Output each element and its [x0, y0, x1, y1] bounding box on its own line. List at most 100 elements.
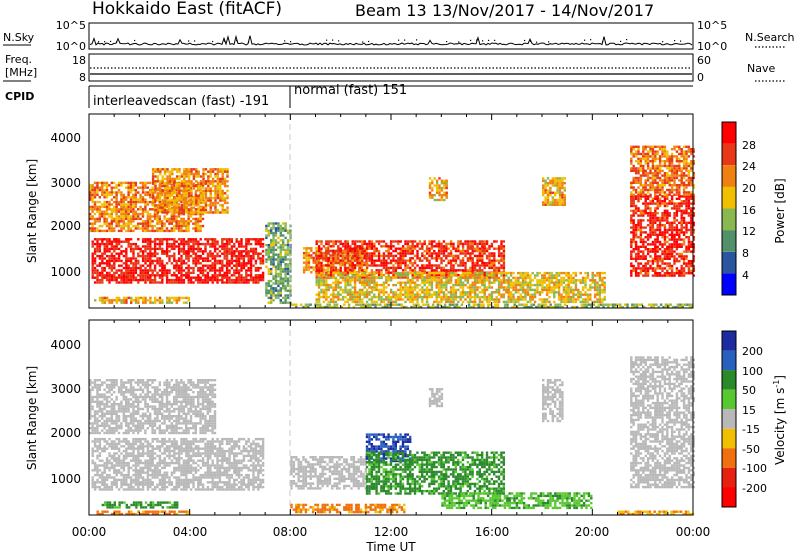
power-cell [151, 271, 154, 275]
power-cell [574, 298, 578, 301]
power-cell [122, 276, 126, 279]
power-cell [96, 269, 99, 272]
power-cell [110, 269, 114, 272]
power-cell [168, 194, 172, 197]
power-cell [170, 245, 174, 248]
power-cell [125, 266, 128, 270]
power-cell [346, 283, 350, 287]
power-cell [337, 273, 340, 277]
power-cell [349, 298, 352, 301]
power-cell [586, 295, 590, 299]
power-cell [461, 288, 465, 292]
power-cell [134, 269, 138, 272]
power-cell [421, 242, 424, 246]
power-cell [103, 266, 106, 270]
power-cell [495, 247, 498, 250]
power-cell [161, 281, 164, 284]
power-cell [320, 291, 323, 294]
power-cell [216, 208, 220, 212]
power-cell [305, 263, 308, 267]
power-cell [168, 204, 172, 207]
power-cell [461, 286, 465, 289]
power-cell [406, 288, 410, 292]
power-cell [127, 274, 130, 277]
power-cell [351, 295, 354, 299]
power-cell [197, 274, 200, 277]
power-cell [505, 274, 508, 277]
power-cell [115, 196, 118, 199]
power-cell [284, 275, 287, 278]
power-cell [125, 296, 128, 300]
power-cell [406, 259, 410, 262]
power-cell [319, 249, 323, 252]
power-cell [237, 264, 241, 267]
power-cell [341, 242, 345, 246]
power-cell [108, 205, 111, 209]
power-cell [122, 262, 126, 265]
power-cell [361, 252, 364, 255]
power-cell [488, 271, 491, 275]
power-cell [132, 181, 135, 185]
power-cell [317, 276, 321, 280]
power-cell [473, 269, 477, 272]
power-cell [161, 189, 164, 193]
power-cell [221, 168, 224, 171]
power-cell [221, 175, 224, 178]
power-cell [425, 288, 429, 292]
power-cell [502, 300, 506, 304]
power-cell [134, 266, 138, 270]
power-cell [154, 296, 157, 300]
power-cell [500, 245, 503, 248]
power-cell [457, 247, 460, 250]
power-cell [548, 286, 551, 289]
power-cell [561, 191, 564, 194]
power-cell [127, 196, 130, 199]
power-cell [385, 266, 388, 270]
power-cell [113, 240, 116, 243]
power-cell [282, 239, 285, 242]
power-cell [632, 236, 635, 239]
power-cell [327, 283, 330, 287]
power-cell [382, 266, 386, 270]
power-cell [151, 259, 154, 263]
power-cell [206, 266, 210, 270]
power-cell [399, 257, 402, 260]
power-cell [110, 266, 114, 270]
power-cell [182, 222, 185, 225]
power-cell [466, 274, 470, 277]
power-cell [326, 261, 330, 264]
power-cell [214, 180, 217, 183]
power-cell [141, 186, 145, 189]
power-cell [632, 209, 635, 212]
power-cell [132, 220, 135, 223]
power-cell [284, 284, 287, 288]
power-cell [270, 255, 273, 259]
power-cell [221, 262, 224, 265]
power-cell [356, 261, 359, 265]
power-cell [368, 252, 371, 255]
power-cell [168, 301, 171, 304]
power-cell [214, 175, 217, 178]
power-cell [562, 279, 566, 282]
power-cell [129, 220, 133, 223]
power-cell [533, 293, 537, 296]
power-cell [110, 229, 113, 233]
power-cell [389, 300, 393, 304]
power-cell [279, 265, 282, 268]
power-cell [380, 291, 383, 294]
power-cell [279, 229, 282, 232]
power-cell [375, 281, 378, 284]
power-cell [428, 283, 431, 287]
power-cell [557, 288, 561, 292]
power-cell [159, 194, 162, 197]
power-cell [464, 242, 467, 246]
power-cell [113, 220, 116, 223]
power-cell [277, 222, 280, 225]
power-cell [397, 259, 400, 262]
power-cell [521, 279, 525, 282]
power-cell [151, 196, 155, 200]
power-cell [346, 269, 350, 272]
power-cell [431, 194, 434, 197]
power-cell [469, 254, 472, 258]
power-cell [452, 269, 455, 272]
